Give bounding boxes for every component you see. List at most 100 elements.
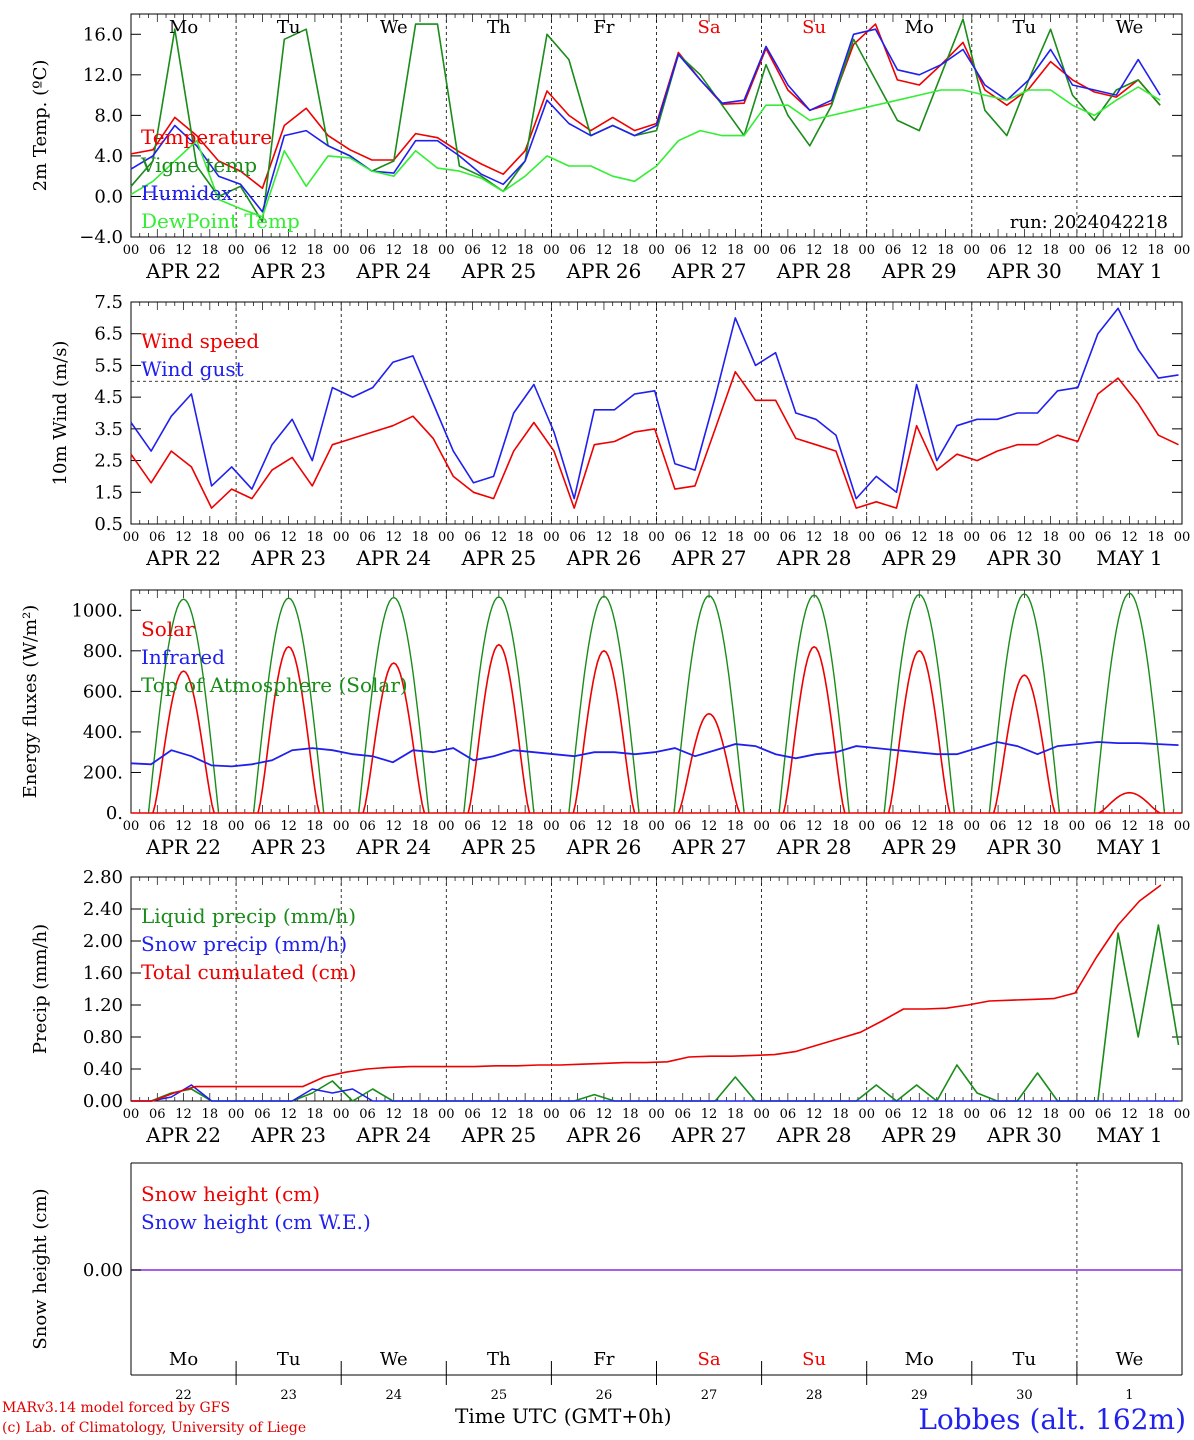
run-label: run: 2024042218 [1010, 212, 1168, 233]
panel-frame-2 [130, 589, 1183, 814]
hour-tick-label: 00 [648, 1107, 665, 1122]
y-axis-label: Energy fluxes (W/m²) [20, 605, 41, 799]
y-tick-label: 7.5 [94, 292, 123, 313]
hour-tick-label: 12 [806, 819, 823, 834]
series-toa-solar [778, 594, 850, 814]
day-label: APR 22 [145, 546, 221, 570]
legend-entry: Humidex [141, 181, 233, 205]
legend-entry: Infrared [141, 645, 225, 669]
hour-tick-label: 12 [596, 243, 613, 258]
hour-tick-label: 18 [307, 819, 324, 834]
legend-entry: Solar [141, 617, 195, 641]
hour-tick-label: 18 [202, 819, 219, 834]
hour-tick-label: 18 [412, 243, 429, 258]
hour-tick-label: 12 [596, 1107, 613, 1122]
hour-tick-label: 12 [175, 530, 192, 545]
y-tick-label: 0. [106, 803, 123, 824]
day-label: MAY 1 [1096, 259, 1162, 283]
series-toa-solar [988, 593, 1061, 814]
hour-tick-label: 12 [1016, 530, 1033, 545]
day-label: APR 28 [776, 259, 852, 283]
hour-tick-label: 06 [990, 819, 1007, 834]
hour-tick-label: 06 [990, 1107, 1007, 1122]
legend-entry: Snow height (cm) [141, 1182, 320, 1206]
hour-tick-label: 18 [1042, 1107, 1059, 1122]
hour-tick-label: 00 [964, 530, 981, 545]
day-label: APR 27 [671, 1123, 747, 1147]
hour-tick-label: 18 [517, 530, 534, 545]
series-toa-solar [463, 596, 535, 814]
day-number: 23 [280, 1388, 297, 1403]
hour-tick-label: 00 [753, 243, 770, 258]
series-solar [1098, 791, 1161, 814]
hour-tick-label: 18 [832, 530, 849, 545]
credit-line-2: (c) Lab. of Climatology, University of L… [2, 1420, 307, 1436]
weekday-label: We [1116, 1349, 1144, 1370]
hour-tick-label: 00 [1069, 819, 1086, 834]
series-toa-solar [883, 593, 955, 814]
y-tick-label: 0.80 [83, 1027, 123, 1048]
day-label: APR 30 [986, 546, 1062, 570]
hour-tick-label: 00 [1069, 1107, 1086, 1122]
hour-tick-label: 06 [885, 1107, 902, 1122]
hour-tick-label: 18 [412, 1107, 429, 1122]
day-label: APR 30 [986, 1123, 1062, 1147]
hour-tick-label: 00 [438, 819, 455, 834]
series-solar [467, 643, 531, 814]
y-axis-label: 10m Wind (m/s) [50, 341, 71, 486]
day-label: APR 27 [671, 259, 747, 283]
day-number: 25 [491, 1388, 508, 1403]
day-label: APR 28 [776, 1123, 852, 1147]
hour-tick-label: 00 [1069, 530, 1086, 545]
y-tick-label: 1.60 [83, 963, 123, 984]
day-number: 29 [911, 1388, 928, 1403]
weekday-label: Tu [277, 17, 301, 38]
hour-tick-label: 00 [1174, 243, 1191, 258]
hour-tick-label: 06 [885, 530, 902, 545]
hour-tick-label: 12 [385, 819, 402, 834]
day-number: 22 [175, 1388, 192, 1403]
day-label: APR 22 [145, 835, 221, 859]
hour-tick-label: 06 [675, 1107, 692, 1122]
y-tick-label: 8.0 [94, 105, 123, 126]
day-label: APR 25 [460, 259, 536, 283]
hour-tick-label: 00 [228, 243, 245, 258]
y-tick-label: 1000. [71, 600, 123, 621]
y-axis-label: Snow height (cm) [30, 1188, 51, 1349]
day-label: APR 28 [776, 546, 852, 570]
day-label: APR 29 [881, 835, 957, 859]
hour-tick-label: 12 [491, 819, 508, 834]
hour-tick-label: 00 [1174, 1107, 1191, 1122]
legend-entry: Top of Atmosphere (Solar) [141, 673, 408, 697]
hour-tick-label: 18 [307, 530, 324, 545]
day-label: APR 29 [881, 259, 957, 283]
hour-tick-label: 06 [569, 1107, 586, 1122]
hour-tick-label: 06 [464, 819, 481, 834]
hour-tick-label: 00 [858, 1107, 875, 1122]
hour-tick-label: 00 [333, 530, 350, 545]
hour-tick-label: 12 [806, 530, 823, 545]
hour-tick-label: 18 [622, 1107, 639, 1122]
hour-tick-label: 06 [675, 530, 692, 545]
y-tick-label: 800. [83, 641, 123, 662]
hour-tick-label: 12 [1016, 1107, 1033, 1122]
hour-tick-label: 06 [780, 1107, 797, 1122]
hour-tick-label: 00 [228, 1107, 245, 1122]
hour-tick-label: 12 [701, 530, 718, 545]
y-tick-label: 5.5 [94, 355, 123, 376]
hour-tick-label: 06 [1095, 1107, 1112, 1122]
hour-tick-label: 18 [832, 819, 849, 834]
day-label: APR 26 [566, 835, 642, 859]
hour-tick-label: 00 [123, 819, 140, 834]
hour-tick-label: 00 [438, 243, 455, 258]
series-snow-precip-mm-h- [131, 1084, 1179, 1102]
hour-tick-label: 06 [359, 243, 376, 258]
hour-tick-label: 18 [622, 243, 639, 258]
hour-tick-label: 00 [543, 1107, 560, 1122]
hour-tick-label: 00 [964, 1107, 981, 1122]
hour-tick-label: 18 [202, 243, 219, 258]
hour-tick-label: 18 [202, 530, 219, 545]
hour-tick-label: 12 [701, 1107, 718, 1122]
hour-tick-label: 12 [911, 530, 928, 545]
series-toa-solar [147, 598, 220, 814]
